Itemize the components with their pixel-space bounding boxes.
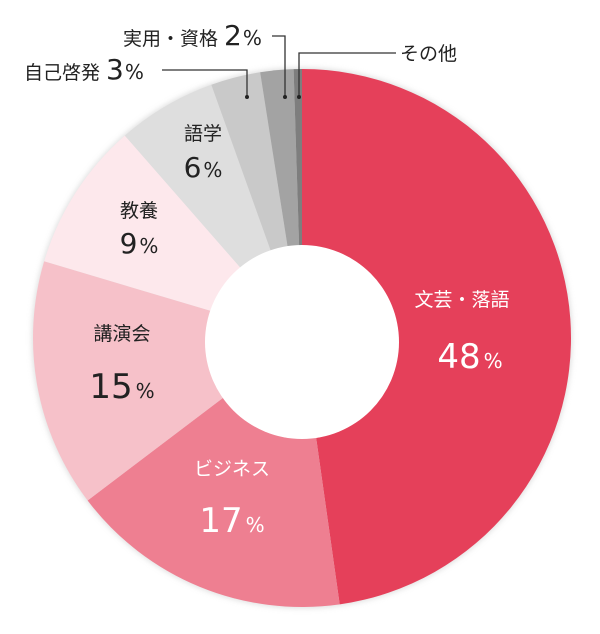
slice-0	[302, 69, 571, 605]
slice-label: 文芸・落語	[414, 289, 509, 311]
slice-label: 講演会	[93, 323, 150, 345]
outside-label-sonota: その他	[400, 43, 457, 65]
slice-value: 9%	[120, 227, 159, 260]
leader-lines	[162, 35, 396, 99]
slice-value: 15%	[89, 367, 154, 407]
slice-label: 語学	[184, 123, 222, 145]
outside-label-jikokeihatsu: 自己啓発 3%	[24, 53, 144, 86]
leader-dot	[283, 95, 287, 99]
outside-label-jitsuyou: 実用・資格 2%	[123, 19, 262, 52]
donut-hole	[205, 245, 399, 439]
slice-value: 48%	[437, 337, 502, 377]
slice-label: ビジネス	[194, 458, 270, 480]
slice-value: 17%	[199, 501, 264, 541]
slice-value: 6%	[184, 151, 223, 184]
leader-dot	[297, 95, 301, 99]
leader-dot	[245, 95, 249, 99]
leader-line-jikokeihatsu	[162, 69, 248, 97]
slice-label: 教養	[120, 200, 158, 222]
leader-line-jitsuyou	[272, 35, 286, 97]
leader-line-sonota	[298, 52, 396, 97]
